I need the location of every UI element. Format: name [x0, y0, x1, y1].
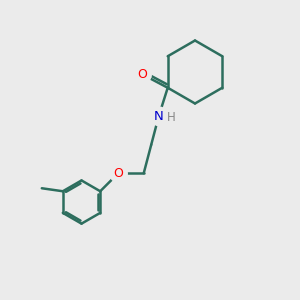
Text: O: O	[113, 167, 123, 180]
Text: O: O	[137, 68, 147, 81]
Text: N: N	[154, 110, 164, 123]
Text: H: H	[167, 111, 176, 124]
